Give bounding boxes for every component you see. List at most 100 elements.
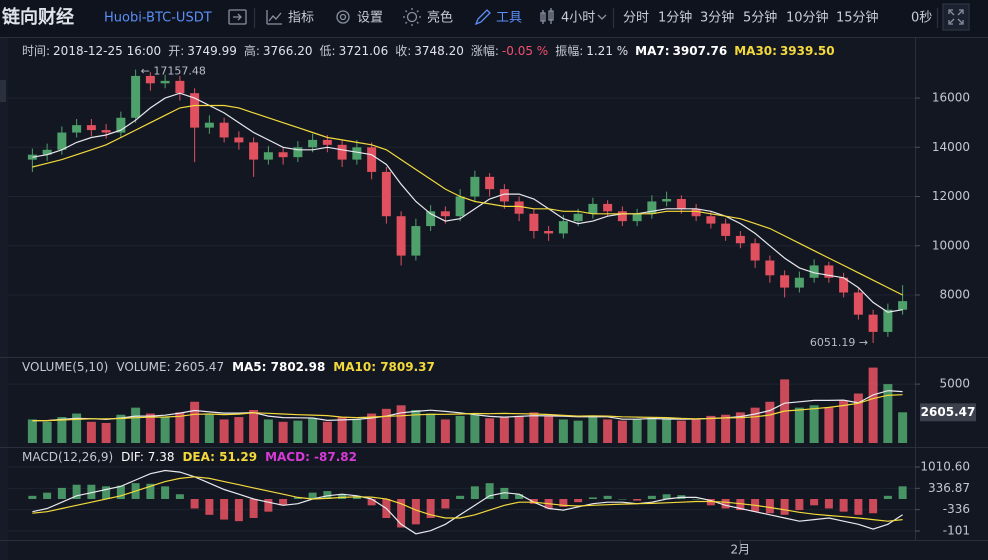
x-tick-label: 2月 bbox=[731, 543, 751, 557]
candle-body bbox=[765, 260, 775, 276]
volume-bar bbox=[116, 414, 126, 443]
macd-bar bbox=[72, 484, 81, 499]
y-tick-label: 1010.60 bbox=[920, 459, 970, 473]
candle-body bbox=[809, 265, 819, 278]
symbol[interactable]: Huobi-BTC-USDT bbox=[104, 11, 212, 26]
y-tick-label: 8000 bbox=[939, 287, 970, 301]
macd-bar bbox=[220, 498, 229, 520]
candle-body bbox=[662, 198, 672, 202]
legend-entry: MA5: 7802.98 bbox=[232, 360, 325, 374]
candle-body bbox=[514, 201, 524, 214]
info-label: 低: bbox=[320, 44, 336, 58]
macd-bar bbox=[692, 498, 701, 500]
candle-body bbox=[691, 208, 701, 217]
volume-bar bbox=[898, 412, 908, 443]
volume-bar bbox=[249, 410, 259, 443]
volume-bar bbox=[426, 413, 436, 443]
macd-bar bbox=[883, 495, 892, 499]
period-button[interactable]: 1分钟 bbox=[658, 10, 692, 26]
info-value: -0.05 % bbox=[502, 44, 548, 58]
last-value-label: 2605.47 bbox=[921, 405, 976, 419]
info-value: 3721.06 bbox=[339, 44, 389, 58]
volume-bar bbox=[42, 421, 52, 443]
candle-body bbox=[839, 277, 849, 293]
y-tick-label: 5000 bbox=[939, 377, 970, 391]
volume-bar bbox=[381, 408, 391, 443]
indicator-line bbox=[32, 394, 903, 422]
toolbar-item[interactable]: 指标 bbox=[288, 11, 314, 26]
sidebar-toggle[interactable] bbox=[0, 80, 6, 102]
macd-bar bbox=[485, 483, 494, 499]
info-value: 3907.76 bbox=[673, 44, 728, 58]
macd-bar bbox=[736, 498, 745, 511]
macd-bar bbox=[308, 492, 317, 499]
candle-body bbox=[824, 265, 834, 278]
macd-bar bbox=[190, 498, 199, 509]
candle-body bbox=[396, 216, 406, 256]
max-label: ← 17157.48 bbox=[141, 65, 206, 78]
macd-bar bbox=[293, 497, 302, 499]
volume-bar bbox=[352, 419, 362, 443]
volume-bar bbox=[794, 407, 804, 443]
legend-entry: VOLUME(5,10) bbox=[22, 360, 108, 374]
volume-bar bbox=[337, 417, 347, 443]
legend-entry: MACD(12,26,9) bbox=[22, 450, 113, 464]
candle-body bbox=[426, 211, 436, 227]
candle-body bbox=[898, 301, 908, 310]
indicator-icon bbox=[266, 10, 282, 25]
volume-bar bbox=[396, 405, 406, 443]
period-button[interactable]: 3分钟 bbox=[700, 10, 734, 26]
candle-body bbox=[337, 144, 347, 160]
marks bbox=[27, 69, 908, 343]
macd-bar bbox=[234, 498, 243, 522]
macd-bar bbox=[795, 498, 804, 511]
volume-bar bbox=[514, 415, 524, 443]
info-label: MA7: bbox=[635, 44, 669, 58]
fullscreen-button[interactable] bbox=[942, 3, 970, 31]
macd-bar bbox=[146, 483, 155, 499]
macd-bar bbox=[706, 498, 715, 506]
info-value: 2018-12-25 16:00 bbox=[53, 44, 161, 58]
candle-body bbox=[367, 147, 377, 172]
y-tick-label: 10000 bbox=[932, 238, 970, 252]
macd-bar bbox=[249, 498, 258, 518]
dropdown-chevron[interactable] bbox=[597, 14, 607, 20]
macd-bar bbox=[57, 487, 66, 499]
macd-bar bbox=[765, 498, 774, 514]
toolbar-item[interactable]: 设置 bbox=[357, 11, 383, 26]
candle-body bbox=[131, 75, 141, 118]
macd-bar bbox=[87, 484, 96, 499]
macd-bar bbox=[279, 498, 288, 506]
macd-bar bbox=[28, 495, 37, 499]
volume-bar bbox=[145, 413, 155, 443]
volume-bar bbox=[131, 407, 141, 443]
macd-bar bbox=[426, 498, 435, 518]
macd-bar bbox=[515, 494, 524, 499]
candle-body bbox=[219, 122, 229, 138]
volume-bar bbox=[603, 419, 613, 443]
candle-body bbox=[352, 147, 362, 160]
volume-bar bbox=[883, 384, 893, 443]
macd-bar bbox=[338, 494, 347, 499]
macd-bar bbox=[456, 495, 465, 499]
period-button[interactable]: 5分钟 bbox=[743, 10, 777, 26]
candle-body bbox=[868, 314, 878, 332]
volume-bar bbox=[485, 418, 495, 443]
period-button[interactable]: 分时 bbox=[623, 11, 649, 26]
macd-bar bbox=[43, 492, 52, 499]
volume-bar bbox=[367, 413, 377, 443]
macd-bar bbox=[824, 498, 833, 509]
y-tick-label: -336 bbox=[943, 502, 970, 516]
candle-body bbox=[883, 309, 893, 332]
period-button[interactable]: 15分钟 bbox=[836, 10, 879, 26]
period-button[interactable]: 10分钟 bbox=[786, 10, 829, 26]
symbol-switch-icon[interactable] bbox=[228, 9, 247, 25]
toolbar-item[interactable]: 亮色 bbox=[427, 10, 453, 26]
candle-body bbox=[853, 292, 863, 315]
macd-bar bbox=[352, 495, 361, 499]
toolbar-item[interactable]: 4小时 bbox=[561, 11, 595, 26]
volume-bar bbox=[691, 419, 701, 443]
macd-bar bbox=[367, 498, 376, 506]
toolbar-item[interactable]: 工具 bbox=[496, 11, 522, 26]
indicator-line bbox=[32, 104, 903, 296]
